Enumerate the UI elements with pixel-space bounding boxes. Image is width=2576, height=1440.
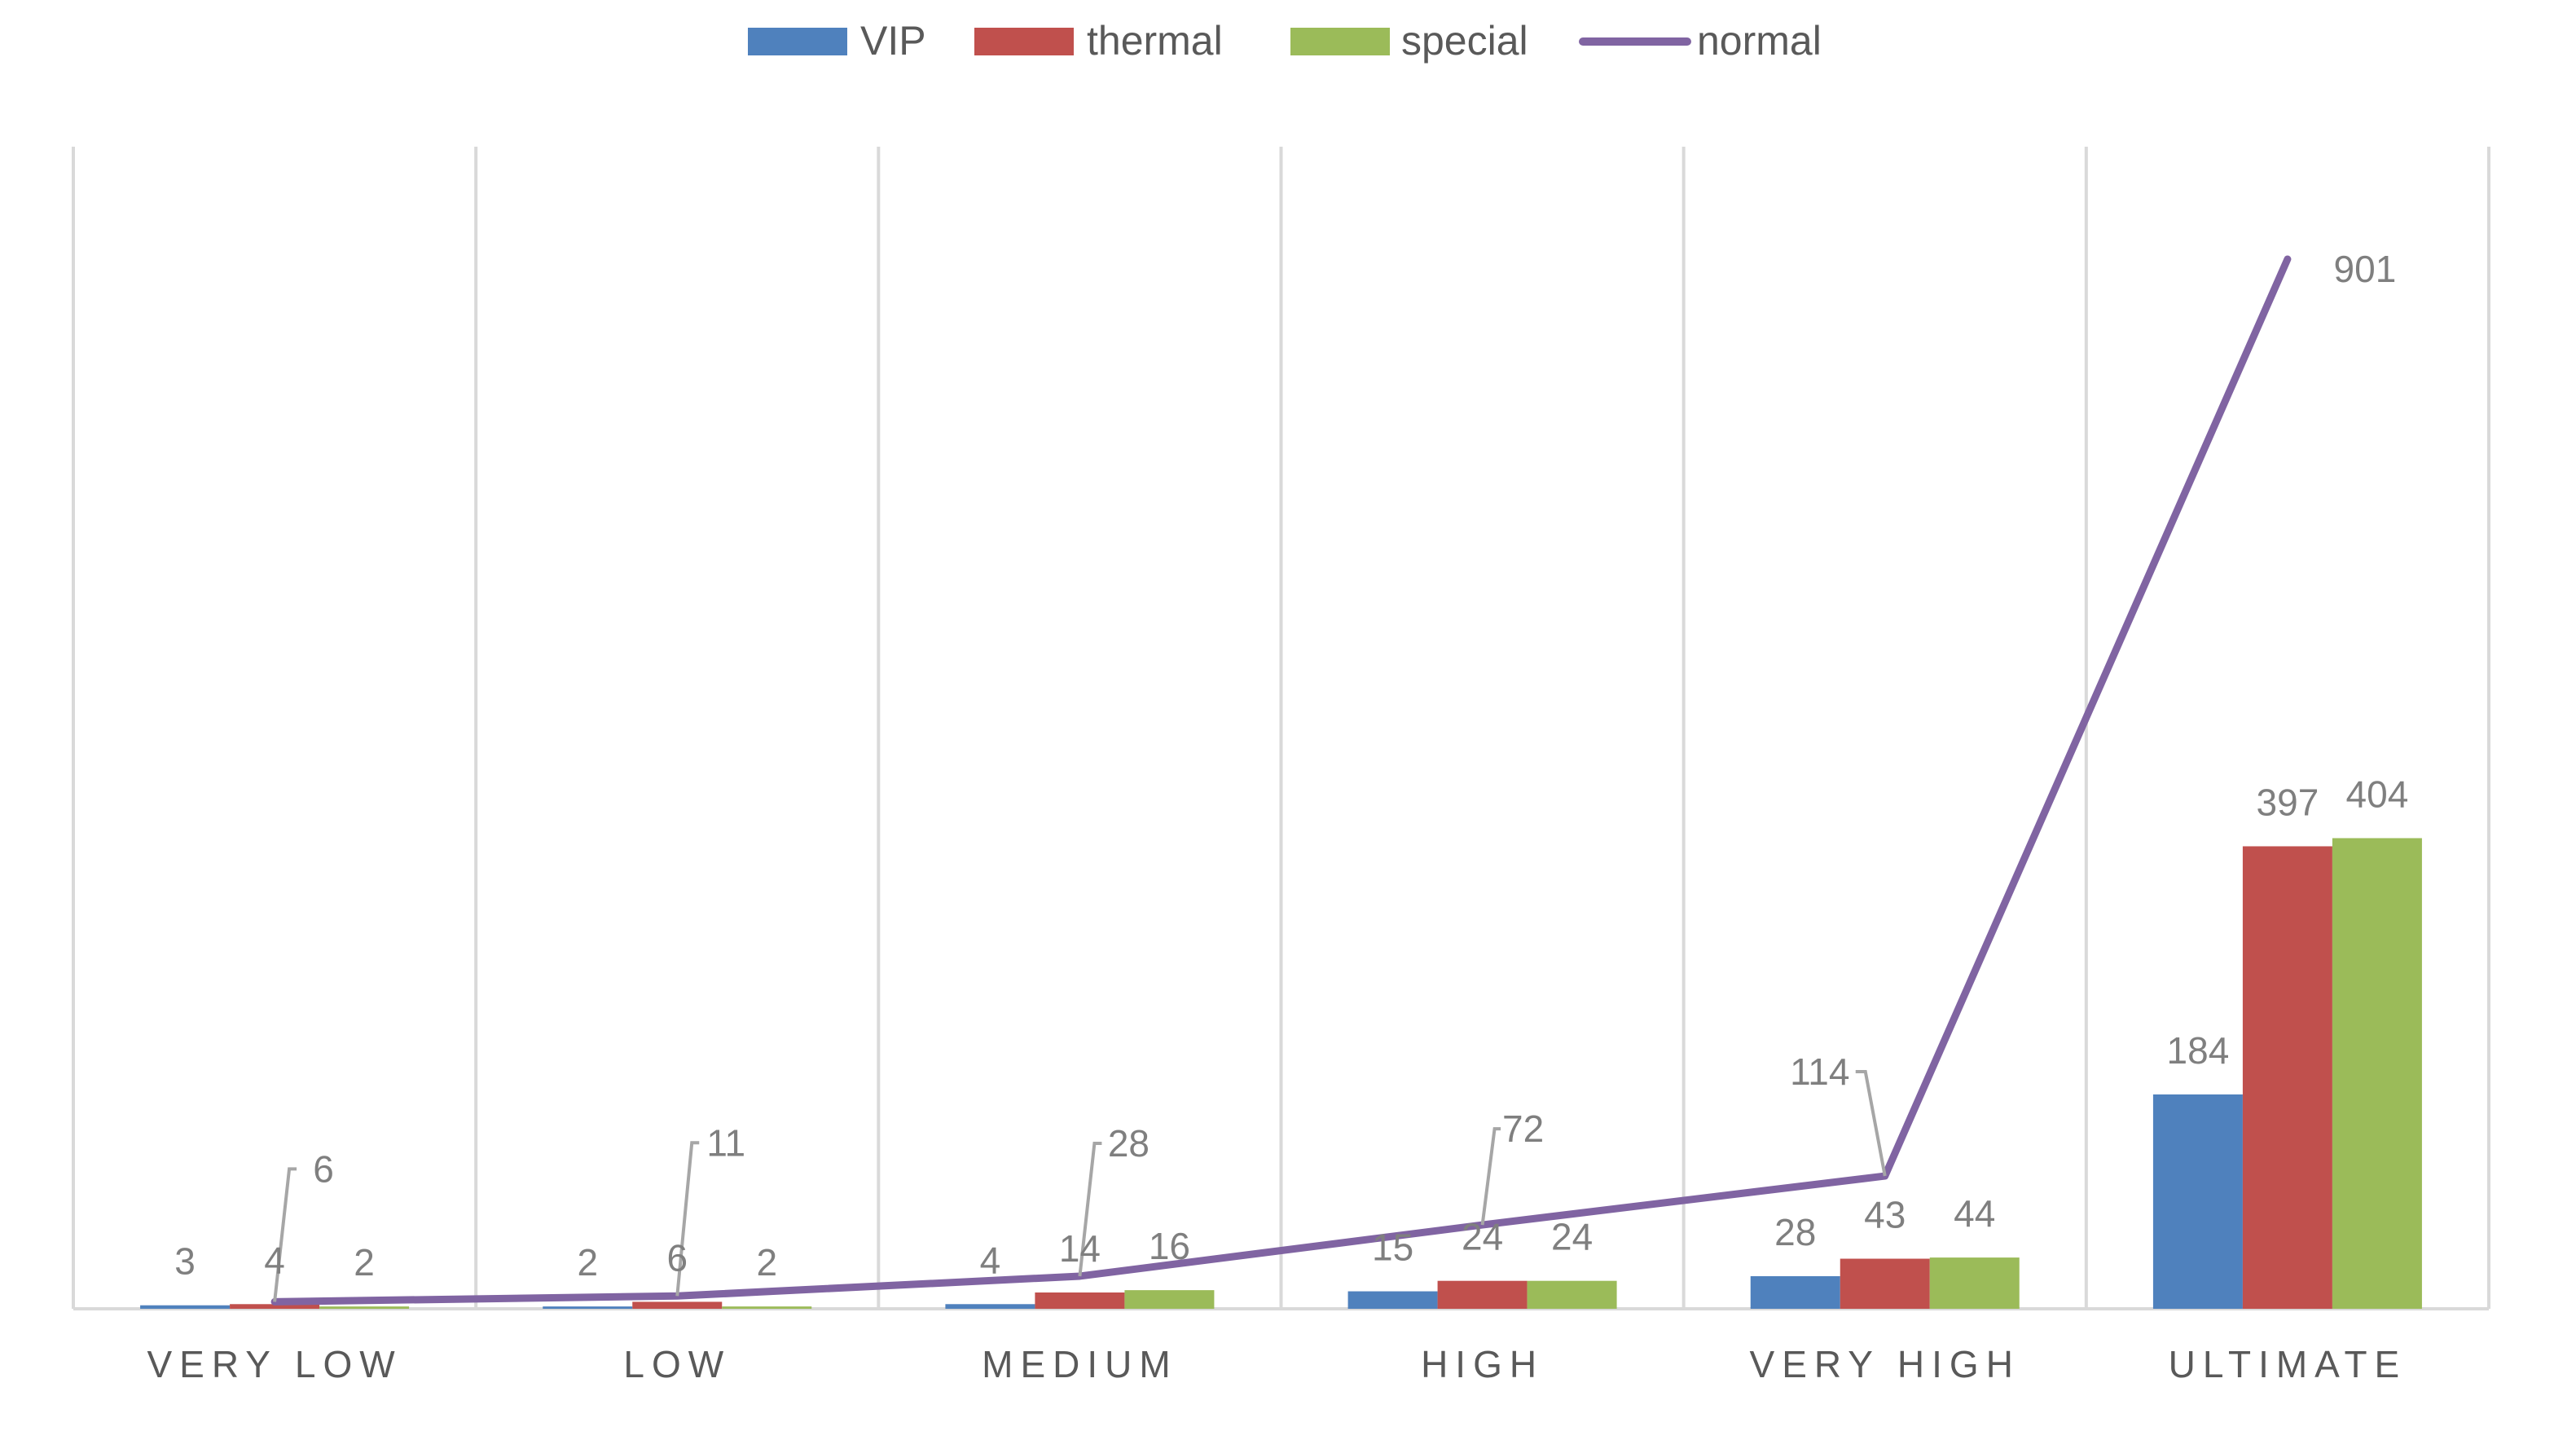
label-leader xyxy=(1855,1070,1887,1177)
bar-label: 24 xyxy=(1462,1216,1503,1258)
bar-label: 2 xyxy=(577,1241,598,1284)
legend: VIP thermal special normal xyxy=(748,18,1822,64)
bar-label: 404 xyxy=(2346,773,2409,815)
bar-special-1 xyxy=(722,1306,812,1309)
category-labels: VERY LOW LOW MEDIUM HIGH VERY HIGH ULTIMATE xyxy=(147,1343,2407,1385)
label-leader xyxy=(273,1167,297,1302)
bar-label: 24 xyxy=(1551,1216,1593,1258)
label-leader xyxy=(675,1141,700,1297)
bar-label: 3 xyxy=(174,1240,196,1283)
bar-vip-1 xyxy=(543,1306,633,1309)
legend-label-thermal: thermal xyxy=(1087,18,1223,64)
category-label: ULTIMATE xyxy=(2169,1343,2407,1385)
bar-label: 43 xyxy=(1864,1194,1906,1236)
bar-thermal-3 xyxy=(1437,1280,1528,1309)
bar-vip-3 xyxy=(1347,1291,1438,1309)
bar-thermal-1 xyxy=(632,1301,723,1309)
legend-swatch-vip xyxy=(748,28,847,55)
legend-label-vip: VIP xyxy=(860,18,926,64)
legend-label-special: special xyxy=(1401,18,1528,64)
bar-thermal-5 xyxy=(2242,846,2332,1309)
bar-label: 16 xyxy=(1149,1225,1190,1267)
label-leader xyxy=(1078,1141,1102,1277)
bar-thermal-4 xyxy=(1840,1258,1930,1309)
bar-label: 397 xyxy=(2257,781,2319,823)
bar-special-4 xyxy=(1929,1257,2020,1309)
bar-special-0 xyxy=(319,1306,410,1309)
bar-label: 28 xyxy=(1774,1211,1816,1253)
bar-vip-5 xyxy=(2152,1094,2243,1309)
legend-swatch-special xyxy=(1290,28,1390,55)
category-label: HIGH xyxy=(1421,1343,1544,1385)
bar-label: 6 xyxy=(666,1236,688,1279)
line-label: 901 xyxy=(2334,248,2397,290)
bar-label: 44 xyxy=(1954,1192,1995,1235)
bar-label: 4 xyxy=(264,1239,285,1281)
line-label: 28 xyxy=(1108,1122,1150,1165)
bar-label: 14 xyxy=(1059,1227,1101,1270)
bar-label: 4 xyxy=(980,1239,1001,1281)
bar-label: 2 xyxy=(354,1241,375,1284)
bar-thermal-2 xyxy=(1035,1292,1125,1309)
label-leader xyxy=(1480,1127,1501,1226)
category-label: LOW xyxy=(623,1343,731,1385)
category-label: VERY LOW xyxy=(147,1343,402,1385)
bars xyxy=(140,838,2422,1309)
bar-label: 184 xyxy=(2167,1029,2230,1072)
line-label: 11 xyxy=(706,1121,745,1164)
legend-swatch-thermal xyxy=(974,28,1074,55)
line-label: 72 xyxy=(1502,1108,1544,1150)
legend-label-normal: normal xyxy=(1697,18,1822,64)
bar-label: 15 xyxy=(1372,1226,1413,1269)
bar-special-2 xyxy=(1124,1290,1215,1309)
bar-vip-4 xyxy=(1750,1275,1840,1309)
bar-vip-2 xyxy=(945,1304,1035,1309)
line-label: 6 xyxy=(313,1147,334,1190)
bar-label: 2 xyxy=(756,1241,777,1284)
category-label: MEDIUM xyxy=(982,1343,1178,1385)
line-series xyxy=(270,255,2292,1306)
category-label: VERY HIGH xyxy=(1750,1343,2020,1385)
bar-special-3 xyxy=(1527,1280,1617,1309)
bar-thermal-0 xyxy=(230,1304,320,1309)
bar-vip-0 xyxy=(140,1305,231,1309)
line-label: 114 xyxy=(1790,1050,1849,1093)
line-normal xyxy=(270,255,2292,1306)
bar-special-5 xyxy=(2332,838,2422,1309)
grid xyxy=(72,147,2490,1310)
